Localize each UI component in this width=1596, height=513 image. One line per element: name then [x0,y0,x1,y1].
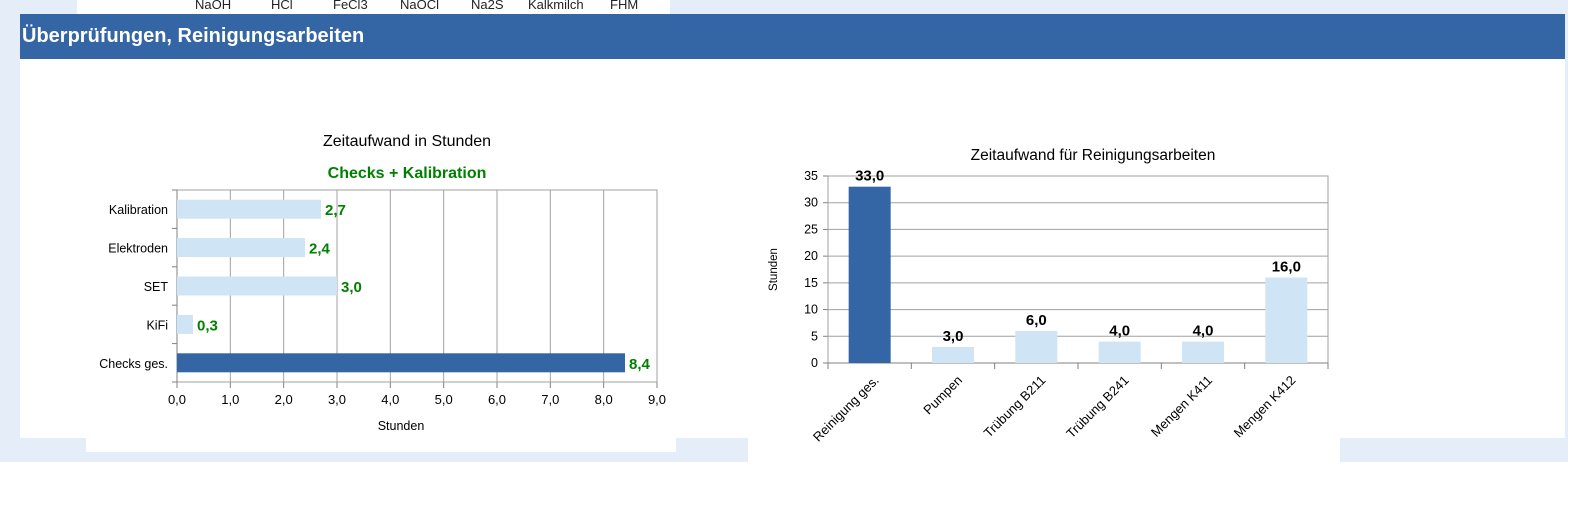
bar [1098,341,1141,363]
x-tick-label: 2,0 [275,392,293,407]
category-label: Mengen K412 [1231,373,1299,441]
bar [1265,277,1308,363]
category-label: SET [144,280,169,294]
column-label: Kalkmilch [528,0,584,12]
chart-title: Zeitaufwand in Stunden [323,133,491,150]
chart-subtitle: Checks + Kalibration [328,165,487,182]
bar [1015,330,1058,363]
data-label: 16,0 [1272,259,1301,276]
category-label: Kalibration [109,203,168,217]
x-tick-label: 7,0 [541,392,559,407]
x-tick-label: 8,0 [595,392,613,407]
category-label: Elektroden [108,242,168,256]
checks-kalibration-chart: Zeitaufwand in Stunden Checks + Kalibrati… [99,133,666,433]
column-label: FeCl3 [333,0,368,12]
chart-title: Zeitaufwand für Reinigungsarbeiten [971,147,1216,164]
x-tick-label: 9,0 [648,392,666,407]
chart-card-right-footer [748,438,1340,464]
page-background-right [1564,0,1568,462]
column-label: HCl [271,0,293,12]
top-strip-right [670,0,1566,14]
data-label: 2,4 [309,241,331,258]
y-tick-label: 15 [804,276,818,290]
column-label: FHM [610,0,639,12]
y-axis-label: Stunden [768,248,780,291]
category-label: KiFi [146,318,168,332]
data-label: 33,0 [855,168,884,185]
data-label: 4,0 [1109,323,1130,340]
category-label: Reinigung ges. [810,373,882,445]
y-tick-label: 10 [804,303,818,317]
reinigungsarbeiten-chart: Zeitaufwand für Reinigungsarbeiten 0 5 10 15… [768,147,1329,445]
chart-card-left-footer [86,438,676,452]
x-tick-label: 1,0 [221,392,239,407]
bar [177,238,305,258]
column-label: NaOCl [400,0,440,12]
bar [1182,341,1224,363]
x-tick-label: 4,0 [381,392,399,407]
category-label: Trübung B211 [981,373,1049,441]
previous-table-footer: NaOH HCl FeCl3 NaOCl Na2S Kalkmilch FHM [77,0,670,18]
bar [932,346,974,363]
category-label: Mengen K411 [1148,373,1215,440]
data-label: 6,0 [1026,312,1047,329]
page-background-left [0,0,20,460]
category-label: Pumpen [920,373,965,418]
data-label: 4,0 [1193,323,1214,340]
y-tick-label: 0 [811,356,818,370]
section-header [20,14,1565,59]
x-tick-label: 3,0 [328,392,346,407]
top-strip-left [20,0,77,14]
x-tick-label: 0,0 [168,392,186,407]
x-tick-label: 6,0 [488,392,506,407]
data-label: 3,0 [341,279,362,296]
y-tick-label: 30 [804,196,818,210]
x-axis-label: Stunden [378,419,425,433]
y-tick-label: 20 [804,249,818,263]
y-tick-label: 35 [804,169,818,183]
section-title: Überprüfungen, Reinigungsarbeiten [22,25,365,47]
column-label: Na2S [471,0,504,12]
bar [848,186,891,363]
bar [177,314,193,334]
bar [177,276,337,296]
bar [177,199,321,219]
category-label: Checks ges. [99,357,168,371]
column-label: NaOH [195,0,232,12]
bar [177,353,625,373]
category-label: Trübung B241 [1063,373,1132,442]
data-label: 3,0 [943,328,964,345]
y-tick-label: 25 [804,222,818,236]
y-tick-label: 5 [811,329,818,343]
data-label: 8,4 [629,356,651,373]
x-tick-label: 5,0 [435,392,453,407]
data-label: 2,7 [325,202,346,219]
plot-frame [827,175,1329,364]
data-label: 0,3 [197,317,218,334]
